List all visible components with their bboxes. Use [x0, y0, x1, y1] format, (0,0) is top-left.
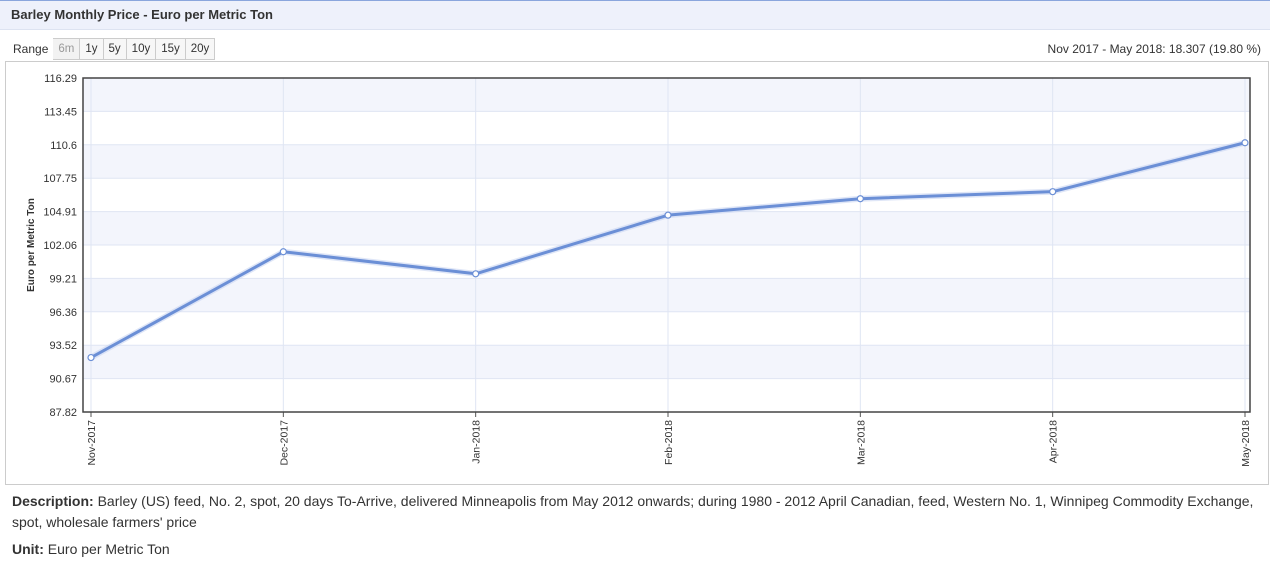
x-tick-label: Nov-2017	[86, 420, 98, 466]
y-tick-label: 107.75	[43, 173, 77, 185]
chart-container: 116.29 113.45 110.6 107.75 104.91 102.06 99.21…	[5, 61, 1269, 485]
unit-label: Unit:	[12, 541, 44, 557]
range-selector: Range 6m 1y 5y 10y 15y 20y	[13, 38, 216, 60]
data-point	[1049, 188, 1057, 196]
y-tick-label: 93.52	[49, 340, 77, 352]
data-point	[87, 353, 95, 362]
y-tick-label: 104.91	[43, 207, 77, 219]
range-label: Range	[13, 42, 49, 56]
plot-band	[83, 144, 1250, 179]
price-chart: 116.29 113.45 110.6 107.75 104.91 102.06 99.21…	[26, 73, 1252, 467]
description-text: Barley (US) feed, No. 2, spot, 20 days T…	[12, 493, 1254, 530]
x-tick-label: Mar-2018	[855, 420, 867, 465]
y-tick-label: 110.6	[50, 140, 77, 152]
plot-band	[83, 278, 1250, 312]
range-1y-button[interactable]: 1y	[80, 38, 104, 60]
y-axis-title: Euro per Metric Ton	[26, 198, 37, 292]
x-tick-label: May-2018	[1240, 420, 1252, 467]
plot-band	[83, 78, 1250, 112]
y-tick-label: 87.82	[49, 407, 77, 419]
description: Description: Barley (US) feed, No. 2, sp…	[12, 491, 1262, 533]
range-10y-button[interactable]: 10y	[126, 38, 157, 60]
description-label: Description:	[12, 493, 94, 509]
range-6m-button[interactable]: 6m	[53, 38, 81, 60]
unit: Unit: Euro per Metric Ton	[12, 541, 170, 557]
y-tick-label: 113.45	[44, 106, 77, 118]
range-20y-button[interactable]: 20y	[185, 38, 216, 60]
data-point	[1241, 139, 1249, 147]
data-point	[664, 211, 672, 219]
y-tick-label: 99.21	[49, 273, 77, 285]
range-5y-button[interactable]: 5y	[103, 38, 127, 60]
y-tick-label: 96.36	[49, 307, 77, 319]
y-tick-label: 90.67	[49, 374, 77, 386]
x-tick-label: Feb-2018	[663, 420, 675, 465]
period-summary: Nov 2017 - May 2018: 18.307 (19.80 %)	[1047, 42, 1261, 56]
range-15y-button[interactable]: 15y	[156, 38, 186, 60]
plot-border	[82, 77, 1251, 413]
page-title: Barley Monthly Price - Euro per Metric T…	[11, 7, 273, 22]
data-point	[279, 248, 287, 256]
x-tick-label: Apr-2018	[1048, 420, 1060, 463]
title-bar: Barley Monthly Price - Euro per Metric T…	[0, 0, 1270, 30]
unit-text: Euro per Metric Ton	[47, 541, 170, 557]
data-point	[472, 270, 480, 278]
x-tick-label: Dec-2017	[278, 420, 290, 466]
plot-band	[83, 345, 1250, 379]
y-tick-label: 102.06	[43, 240, 77, 252]
y-tick-label: 116.29	[44, 73, 77, 85]
x-tick-label: Jan-2018	[471, 420, 483, 464]
data-point	[856, 195, 864, 203]
